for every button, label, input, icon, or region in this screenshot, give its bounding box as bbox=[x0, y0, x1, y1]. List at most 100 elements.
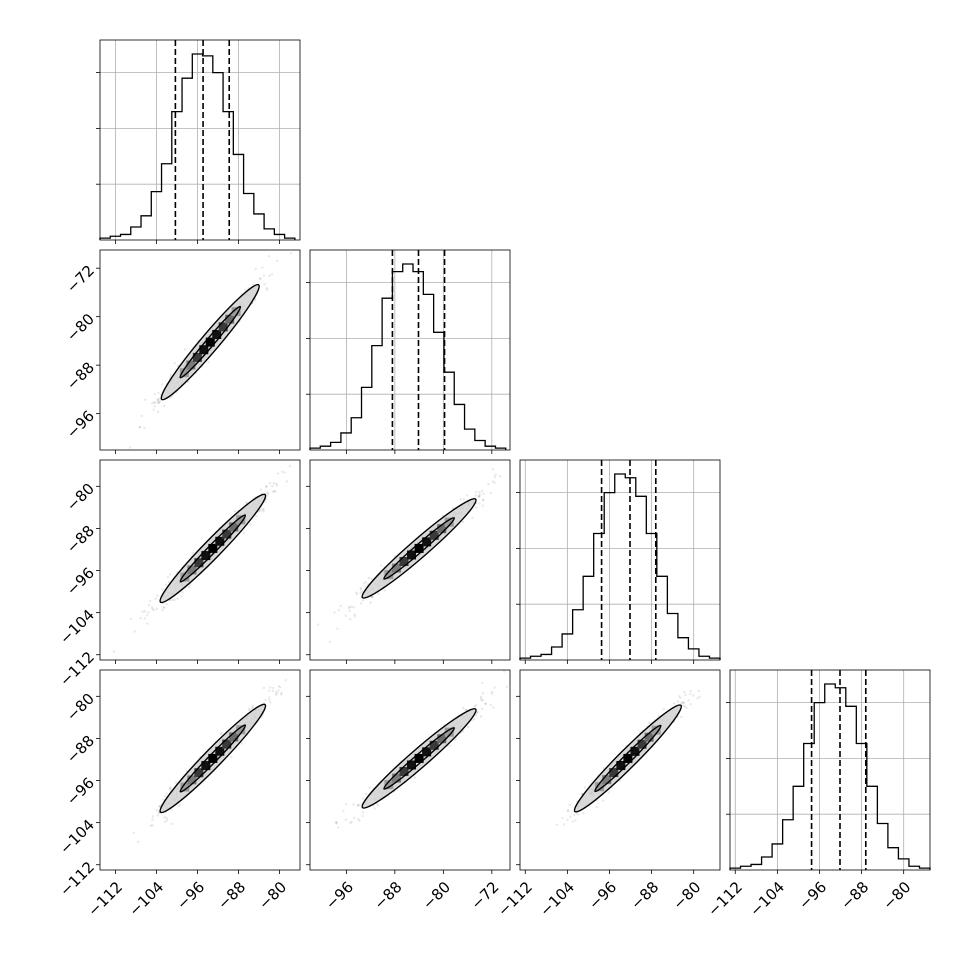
sample-point bbox=[369, 601, 372, 604]
sample-point bbox=[673, 702, 676, 705]
sample-point bbox=[364, 581, 368, 584]
sample-point bbox=[139, 616, 142, 620]
x-tick-label: −80 bbox=[419, 878, 454, 913]
sample-point bbox=[333, 611, 336, 614]
sample-point bbox=[473, 705, 477, 708]
sample-point bbox=[150, 402, 154, 405]
sample-point bbox=[268, 696, 271, 699]
sample-point bbox=[271, 484, 274, 488]
contour-line-inner bbox=[179, 305, 242, 379]
density-cell bbox=[201, 761, 211, 771]
sample-point bbox=[268, 698, 271, 702]
sample-point bbox=[173, 598, 176, 602]
sample-point bbox=[676, 700, 680, 703]
sample-point bbox=[462, 498, 466, 501]
contour-line bbox=[361, 708, 477, 809]
sample-point bbox=[129, 617, 133, 621]
sample-point bbox=[328, 640, 332, 644]
sample-point bbox=[158, 804, 161, 808]
sample-point bbox=[334, 821, 337, 824]
sample-point bbox=[492, 706, 495, 709]
y-tick-label: −80 bbox=[63, 690, 98, 725]
sample-point bbox=[143, 398, 147, 401]
histogram-panel-0 bbox=[96, 39, 301, 244]
density-cell bbox=[444, 517, 454, 527]
sample-point bbox=[368, 786, 371, 789]
scatter-panel-1-0 bbox=[96, 249, 301, 454]
sample-point bbox=[568, 803, 571, 807]
sample-point bbox=[268, 274, 271, 277]
sample-point bbox=[491, 690, 494, 694]
density-cell bbox=[384, 780, 394, 790]
density-cell bbox=[429, 740, 439, 750]
sample-point bbox=[696, 697, 699, 700]
sample-point bbox=[679, 702, 683, 705]
density-cell bbox=[205, 337, 215, 347]
sample-point bbox=[689, 702, 692, 706]
sample-point bbox=[361, 811, 365, 814]
histogram-panel-2 bbox=[516, 459, 721, 664]
sample-point bbox=[153, 401, 157, 404]
scatter-panel-3-2 bbox=[516, 669, 721, 874]
sample-point bbox=[678, 695, 681, 698]
density-cell bbox=[199, 345, 209, 355]
sample-point bbox=[180, 595, 183, 598]
sample-point bbox=[269, 701, 272, 704]
sample-point bbox=[132, 831, 135, 835]
panel-content bbox=[128, 252, 293, 449]
sample-point bbox=[582, 812, 585, 815]
sample-point bbox=[689, 692, 692, 696]
sample-point bbox=[279, 686, 282, 689]
density-cell bbox=[623, 753, 633, 763]
panel-content bbox=[334, 670, 508, 829]
sample-point bbox=[336, 627, 339, 630]
sample-point bbox=[268, 689, 271, 692]
sample-point bbox=[271, 686, 275, 690]
sample-point bbox=[251, 705, 255, 708]
sample-point bbox=[344, 818, 348, 821]
y-tick-label: −80 bbox=[63, 480, 98, 515]
panel-frame bbox=[99, 249, 301, 451]
sample-point bbox=[139, 425, 142, 429]
panel-frame bbox=[519, 669, 721, 871]
sample-point bbox=[361, 599, 365, 602]
sample-point bbox=[482, 492, 485, 495]
sample-point bbox=[151, 815, 155, 818]
sample-point bbox=[459, 498, 462, 501]
sample-point bbox=[680, 715, 683, 719]
sample-point bbox=[162, 606, 166, 609]
sample-point bbox=[480, 698, 483, 702]
density-cell bbox=[192, 352, 202, 362]
x-tick-label: −88 bbox=[837, 878, 872, 913]
sample-point bbox=[276, 259, 279, 262]
sample-point bbox=[317, 623, 320, 626]
x-tick-label: −96 bbox=[322, 878, 357, 913]
sample-point bbox=[133, 630, 137, 633]
sample-point bbox=[143, 427, 146, 430]
sample-point bbox=[264, 485, 268, 488]
sample-point bbox=[481, 692, 485, 695]
density-cell bbox=[422, 747, 432, 757]
density-cell bbox=[384, 570, 394, 580]
sample-point bbox=[567, 809, 570, 812]
sample-point bbox=[480, 695, 483, 698]
x-tick-label: −88 bbox=[627, 878, 662, 913]
sample-point bbox=[163, 816, 166, 819]
sample-point bbox=[562, 823, 566, 826]
sample-point bbox=[595, 805, 598, 809]
sample-point bbox=[448, 744, 451, 748]
sample-point bbox=[335, 820, 338, 824]
sample-point bbox=[682, 704, 685, 707]
sample-point bbox=[153, 405, 156, 408]
sample-point bbox=[477, 494, 480, 498]
sample-point bbox=[137, 840, 140, 843]
sample-point bbox=[370, 577, 373, 581]
sample-point bbox=[156, 397, 159, 401]
density-cell bbox=[215, 746, 225, 756]
sample-point bbox=[577, 813, 580, 816]
sample-point bbox=[349, 617, 352, 621]
density-cell bbox=[437, 524, 447, 534]
sample-point bbox=[371, 595, 374, 598]
x-tick-label: −88 bbox=[214, 878, 249, 913]
panel-content bbox=[112, 464, 292, 653]
